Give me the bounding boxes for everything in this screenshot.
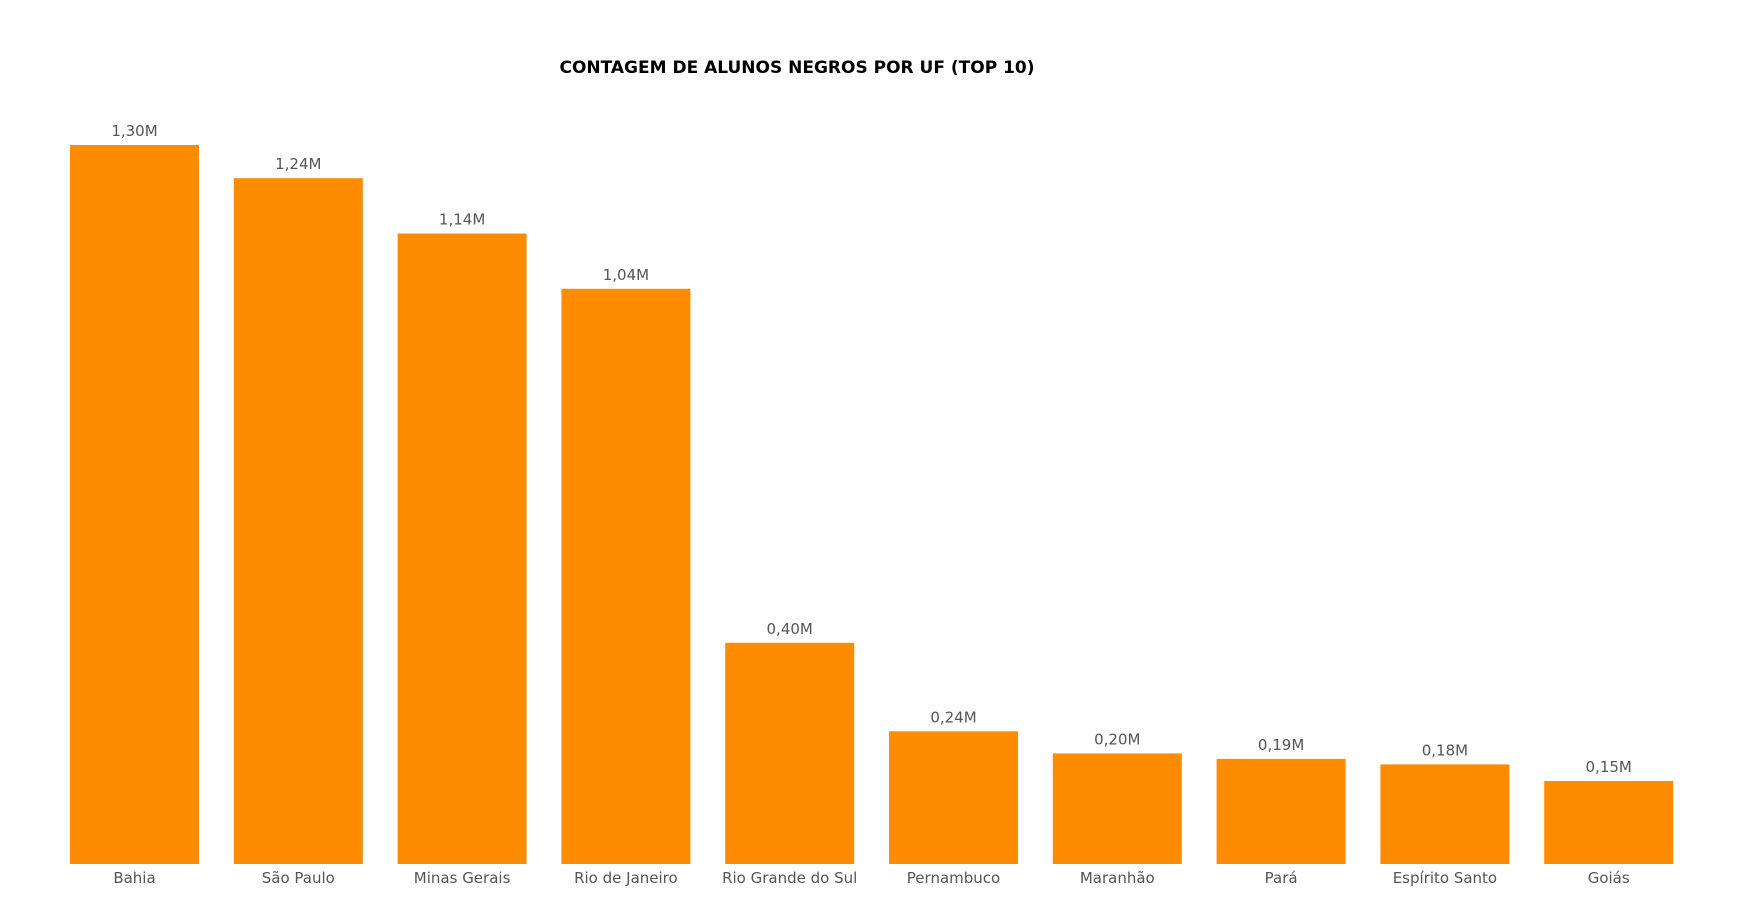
category-tick-label: Rio de Janeiro [574, 869, 678, 887]
data-label: 0,40M [767, 620, 813, 638]
bar-pernambuco[interactable] [889, 731, 1018, 864]
bars-group [70, 145, 1674, 865]
bar-bahia[interactable] [70, 145, 199, 864]
category-tick-label: Pernambuco [907, 869, 1000, 887]
data-label: 0,24M [930, 708, 976, 726]
category-tick-label: Minas Gerais [414, 869, 511, 887]
category-tick-label: Goiás [1588, 869, 1630, 887]
bar-maranhão[interactable] [1052, 753, 1182, 864]
chart-title: CONTAGEM DE ALUNOS NEGROS POR UF (TOP 10… [559, 58, 1035, 78]
bar-minas-gerais[interactable] [397, 233, 527, 865]
category-tick-label: Rio Grande do Sul [722, 869, 857, 887]
category-labels-group: Bahia São Paulo Minas Gerais Rio de Janeiro… [113, 869, 1630, 887]
category-tick-label: Pará [1265, 869, 1298, 887]
data-label: 0,19M [1258, 736, 1304, 754]
category-tick-label: Espírito Santo [1393, 869, 1497, 887]
data-label: 0,20M [1094, 730, 1140, 748]
bar-espírito-santo[interactable] [1380, 764, 1510, 864]
data-label: 0,18M [1422, 741, 1468, 759]
data-label: 1,24M [275, 155, 321, 173]
bar-goiás[interactable] [1544, 781, 1674, 864]
data-label: 0,15M [1586, 758, 1632, 776]
data-label: 1,30M [111, 122, 157, 140]
data-label: 1,14M [439, 211, 485, 229]
category-tick-label: Maranhão [1080, 869, 1155, 887]
data-labels-group: 1,30M 1,24M 1,14M 1,04M 0,40M 0,24M 0,20M 0,19M… [111, 122, 1632, 776]
category-tick-label: Bahia [113, 869, 155, 887]
bar-pará[interactable] [1216, 758, 1346, 864]
bar-são-paulo[interactable] [233, 178, 363, 864]
bar-rio-grande-do-sul[interactable] [725, 642, 855, 864]
data-label: 1,04M [603, 266, 649, 284]
bar-rio-de-janeiro[interactable] [561, 288, 691, 864]
category-tick-label: São Paulo [262, 869, 335, 887]
